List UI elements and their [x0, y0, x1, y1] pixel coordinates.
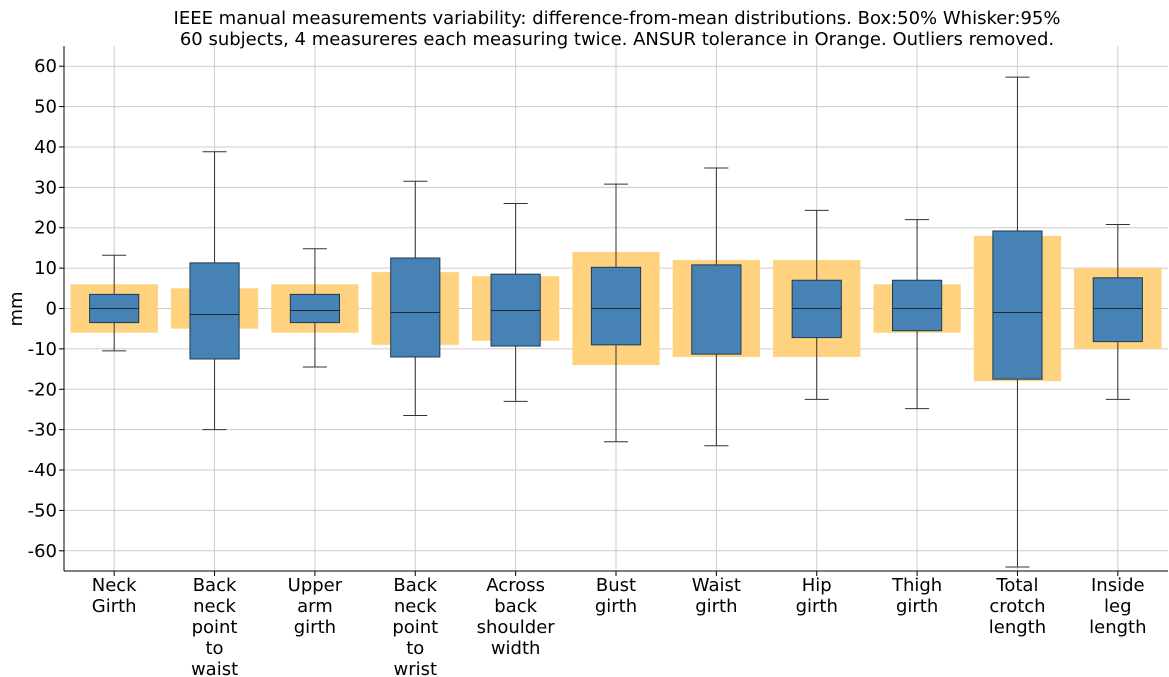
x-tick-label-line: width [491, 638, 541, 659]
x-tick-label-line: Girth [92, 596, 137, 617]
x-tick-label-line: neck [394, 596, 437, 617]
x-tick-label-line: Bust [596, 575, 636, 596]
x-tick-label-line: waist [191, 659, 238, 677]
axes [59, 46, 1168, 576]
y-axis-label: mm [6, 291, 27, 326]
box-iqr [892, 279, 943, 332]
y-tick-label: -10 [28, 339, 57, 360]
y-tick-label: 20 [34, 218, 57, 239]
x-tick-label-line: Total [995, 575, 1038, 596]
box-iqr [289, 293, 340, 324]
y-tick-label: 10 [34, 258, 57, 279]
x-tick-label: Across back shoulder width [477, 575, 556, 659]
x-tick-label: Inside leg length [1089, 575, 1146, 638]
x-tick-label-line: wrist [393, 659, 437, 677]
x-tick-label-line: back [494, 596, 537, 617]
x-tick-label: Back neck point to waist [191, 575, 238, 677]
chart-title-line-1: IEEE manual measurements variability: di… [174, 8, 1061, 29]
x-tick-label-line: crotch [989, 596, 1045, 617]
x-tick-label: Back neck point to wrist [392, 575, 438, 677]
x-tick-label-line: girth [695, 596, 737, 617]
x-tick-label-line: Thigh [891, 575, 942, 596]
x-tick-label-line: length [1089, 617, 1146, 638]
x-tick-label-line: to [406, 638, 424, 659]
x-tick-label-line: to [206, 638, 224, 659]
y-tick-label: 60 [34, 56, 57, 77]
x-tick-label-line: Upper [288, 575, 343, 596]
box-iqr [390, 257, 441, 358]
x-tick-label-line: girth [294, 617, 336, 638]
y-tick-label: 40 [34, 137, 57, 158]
x-tick-label-line: Waist [692, 575, 741, 596]
y-tick-label: 30 [34, 177, 57, 198]
x-tick-label-line: point [192, 617, 238, 638]
x-tick-label-line: leg [1104, 596, 1132, 617]
x-tick-label-line: length [989, 617, 1046, 638]
box-iqr [1092, 277, 1143, 343]
y-tick-labels: -60 -50 -40 -30 -20 -10 0 10 20 30 40 50 60 [28, 56, 57, 562]
box-plots [89, 76, 1143, 568]
y-tick-label: 50 [34, 97, 57, 118]
box-iqr [691, 264, 742, 355]
x-tick-label-line: Back [193, 575, 237, 596]
chart-title: IEEE manual measurements variability: di… [174, 8, 1061, 50]
box-iqr [992, 230, 1043, 380]
x-tick-label-line: neck [193, 596, 236, 617]
x-tick-label: Neck Girth [92, 575, 137, 617]
y-tick-label: 0 [46, 299, 57, 320]
x-tick-label-line: shoulder [477, 617, 556, 638]
x-tick-label: Waist girth [692, 575, 741, 617]
y-tick-label: -60 [28, 541, 57, 562]
x-tick-label-line: Inside [1091, 575, 1145, 596]
x-tick-label: Total crotch length [989, 575, 1046, 638]
y-tick-label: -20 [28, 379, 57, 400]
x-tick-label: Upper arm girth [288, 575, 343, 638]
y-tick-label: -50 [28, 500, 57, 521]
box-iqr [590, 266, 642, 346]
x-tick-label: Thigh girth [891, 575, 942, 617]
x-tick-label: Bust girth [595, 575, 637, 617]
y-tick-label: -30 [28, 420, 57, 441]
chart-title-line-2: 60 subjects, 4 measureres each measuring… [180, 29, 1054, 50]
x-tick-label-line: arm [297, 596, 333, 617]
x-tick-label-line: girth [896, 596, 938, 617]
x-tick-label-line: girth [796, 596, 838, 617]
x-tick-label-line: point [392, 617, 438, 638]
box-iqr [189, 262, 240, 360]
x-tick-label-line: Hip [802, 575, 832, 596]
y-tick-label: -40 [28, 460, 57, 481]
x-tick-label-line: girth [595, 596, 637, 617]
x-tick-label-line: Across [486, 575, 545, 596]
x-tick-label-line: Neck [92, 575, 137, 596]
x-tick-label: Hip girth [796, 575, 838, 617]
x-tick-label-line: Back [393, 575, 437, 596]
